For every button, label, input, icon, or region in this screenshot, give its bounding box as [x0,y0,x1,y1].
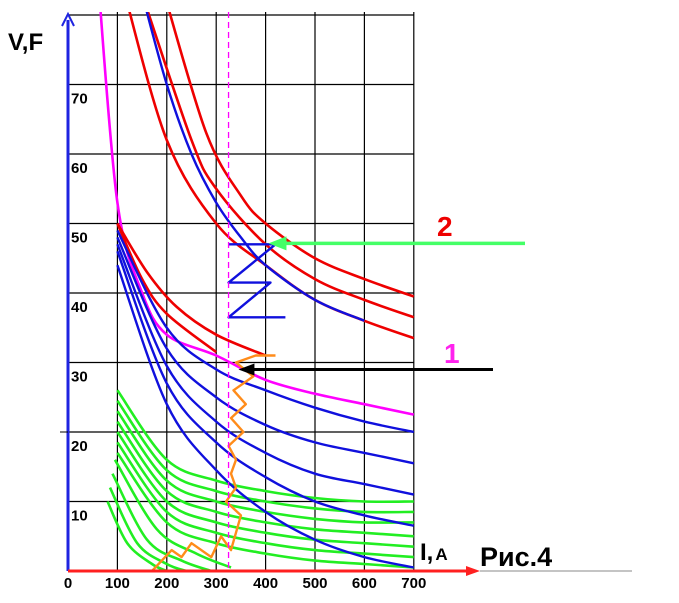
arrow-2-head [268,236,287,251]
x-tick-label: 0 [64,575,72,592]
series-green-7 [113,459,232,569]
series-green-10 [106,500,168,571]
x-tick-label: 700 [401,575,426,592]
y-axis-title: V,F [8,29,43,56]
series-magenta-0 [99,12,415,416]
x-tick-label: 100 [105,575,130,592]
series-green-1 [116,399,414,514]
y-tick-label: 30 [71,369,88,386]
x-axis-arrowhead [466,566,480,576]
series-green-0 [116,389,414,504]
y-tick-label: 50 [71,230,88,247]
x-tick-label: 200 [154,575,179,592]
y-tick-label: 10 [71,508,88,525]
y-tick-label: 20 [71,438,88,455]
x-tick-label: 400 [253,575,278,592]
series-green-3 [116,420,414,538]
x-tick-label: 600 [352,575,377,592]
series-blue-3 [116,243,415,496]
x-axis-title-unit: A [435,545,447,564]
series-blue-1 [116,229,415,434]
series-blue-5 [116,264,415,569]
series-green-4 [116,431,414,548]
y-tick-label: 60 [71,160,88,177]
series-green-9 [108,487,188,571]
x-tick-label: 300 [204,575,229,592]
axes [60,11,632,576]
y-tick-label: 70 [71,91,88,108]
x-tick-label: 500 [302,575,327,592]
series-blue-2 [116,236,415,465]
x-axis-title: I, A [420,539,448,566]
annotation-label-1: 1 [444,338,460,369]
series-red-1 [146,12,415,319]
series-red-0 [128,12,415,340]
series-blue-4 [116,250,415,527]
tick-labels: 0 100 200 300 400 500 600 700 10 20 30 40 50 60 70 [64,91,426,593]
series-blue-0 [145,12,365,322]
series-green-6 [116,452,414,569]
series-blue-6 [227,243,286,319]
series-red-2 [168,12,415,298]
x-axis-title-main: I, [420,539,433,566]
series-orange-0 [151,354,276,571]
y-axis-arrowhead [61,11,75,27]
arrow-1-head [238,363,255,376]
annotation-label-2: 2 [437,211,453,242]
series-green-5 [116,441,414,559]
figure-caption: Рис.4 [480,542,552,572]
series-lines [99,12,415,571]
y-tick-label: 40 [71,299,88,316]
annotations: 12 [238,211,525,376]
series-green-8 [111,473,212,571]
series-red-3 [116,222,217,354]
series-red-4 [116,222,267,357]
